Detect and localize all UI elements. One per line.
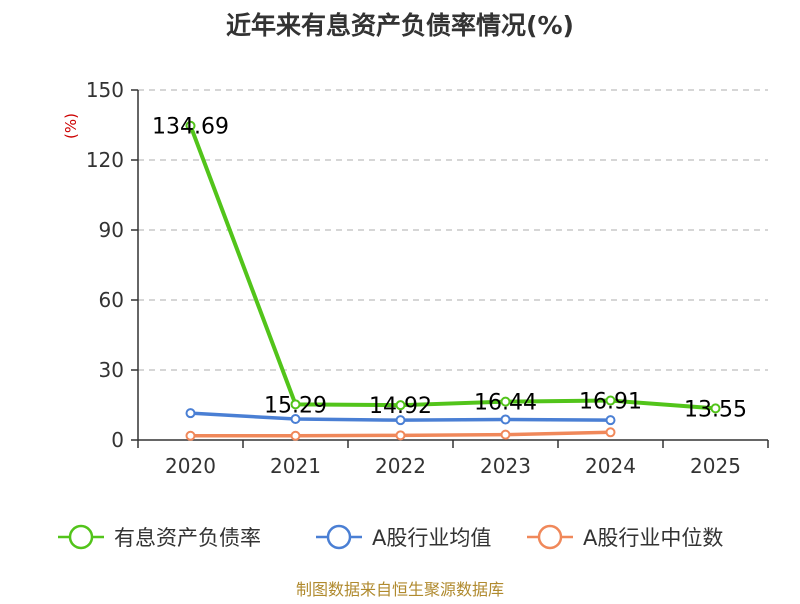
data-label: 16.91 [579,390,642,415]
x-tick-label: 2025 [690,454,741,478]
data-point [500,414,511,425]
data-point [290,414,301,424]
data-point [290,399,301,410]
data-point [710,403,721,414]
data-label: 16.44 [474,391,537,416]
legend-label: A股行业均值 [372,526,491,550]
data-point [185,120,196,131]
grid-lines [138,89,768,371]
legend-marker [68,524,94,550]
series-group [185,120,721,441]
y-tick-label: 60 [99,288,124,312]
y-tick-label: 0 [111,428,124,452]
x-tick-label: 2023 [480,454,531,478]
data-point [290,430,301,441]
data-point [605,395,616,406]
data-point [500,396,511,407]
legend-label: 有息资产负债率 [114,526,261,550]
series-line-0 [188,123,718,411]
data-label: 14.92 [369,394,432,419]
legend-item-0: 有息资产负债率 [58,524,261,550]
y-tick-label: 120 [86,148,124,172]
series-2 [185,427,616,441]
data-label: 13.55 [684,397,747,422]
data-label: 134.69 [152,115,229,140]
data-labels: 134.69 15.29 14.92 16.44 16.91 13.55 [152,115,747,423]
y-unit-label: (%) [62,113,80,139]
data-point [500,429,511,440]
y-tick-label: 30 [99,358,124,382]
legend: 有息资产负债率 A股行业均值 A股行业中位数 [58,524,723,550]
data-point [395,400,406,411]
y-tick-label: 150 [86,78,124,102]
legend-marker [326,524,352,550]
series-1 [185,408,616,426]
data-point [605,427,616,438]
series-0 [185,120,721,414]
x-tick-label: 2022 [375,454,426,478]
source-note: 制图数据来自恒生聚源数据库 [296,580,504,599]
y-tick-label: 90 [99,218,124,242]
x-tick-label: 2021 [270,454,321,478]
axes: 0 30 60 90 120 150 2020 2021 2022 2023 2024 2025 [86,78,769,478]
data-point [185,430,196,441]
legend-item-1: A股行业均值 [316,524,491,550]
data-point [185,408,196,419]
legend-marker [537,524,563,550]
data-label: 15.29 [264,393,327,418]
data-point [395,415,406,426]
x-tick-label: 2024 [585,454,636,478]
legend-label: A股行业中位数 [583,526,723,550]
x-tick-label: 2020 [165,454,216,478]
data-point [395,430,406,441]
chart-title: 近年来有息资产负债率情况(%) [226,11,574,40]
legend-item-2: A股行业中位数 [527,524,723,550]
data-point [605,415,616,426]
